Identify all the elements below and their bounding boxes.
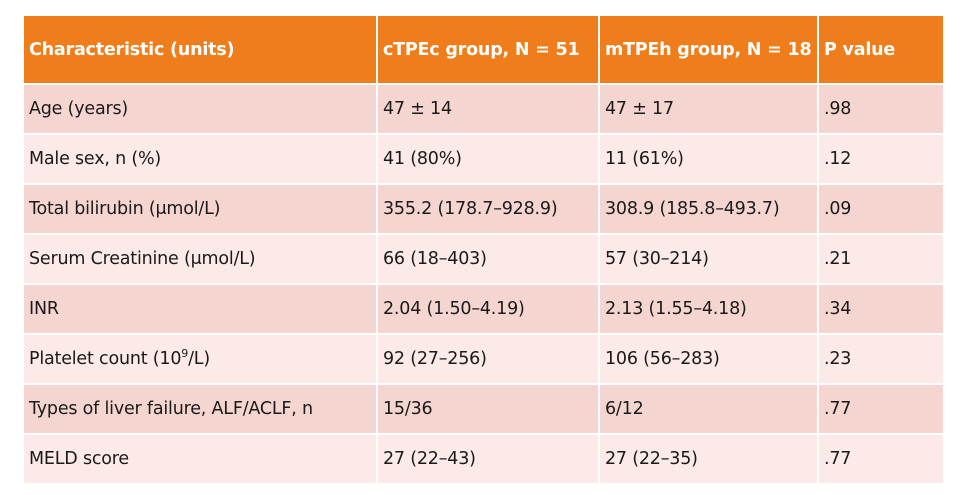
ctpec-value: 355.2 (178.7–928.9) <box>377 184 600 235</box>
row-label: MELD score <box>24 434 378 485</box>
row-label: Total bilirubin (μmol/L) <box>24 184 378 235</box>
mtpeh-value: 27 (22–35) <box>599 434 819 485</box>
row-label: Serum Creatinine (μmol/L) <box>24 234 378 285</box>
row-label-superscript: 9 <box>181 347 189 361</box>
table-row: MELD score 27 (22–43) 27 (22–35) .77 <box>24 434 943 485</box>
table-row: Male sex, n (%) 41 (80%) 11 (61%) .12 <box>24 134 943 185</box>
mtpeh-value: 11 (61%) <box>599 134 819 185</box>
ctpec-value: 27 (22–43) <box>377 434 600 485</box>
p-value: .98 <box>818 84 943 135</box>
row-label-text: Platelet count (10 <box>29 349 182 369</box>
p-value: .34 <box>818 284 943 335</box>
row-label-unit: /L) <box>188 349 210 369</box>
table-row: INR 2.04 (1.50–4.19) 2.13 (1.55–4.18) .3… <box>24 284 943 335</box>
header-characteristic: Characteristic (units) <box>24 16 378 85</box>
characteristics-table: Characteristic (units) cTPEc group, N = … <box>24 16 943 485</box>
table-header-row: Characteristic (units) cTPEc group, N = … <box>24 16 943 85</box>
mtpeh-value: 308.9 (185.8–493.7) <box>599 184 819 235</box>
mtpeh-value: 47 ± 17 <box>599 84 819 135</box>
mtpeh-value: 57 (30–214) <box>599 234 819 285</box>
table-row: Total bilirubin (μmol/L) 355.2 (178.7–92… <box>24 184 943 235</box>
table-row: Age (years) 47 ± 14 47 ± 17 .98 <box>24 84 943 135</box>
row-label: Types of liver failure, ALF/ACLF, n <box>24 384 378 435</box>
mtpeh-value: 106 (56–283) <box>599 334 819 385</box>
row-label: Platelet count (109/L) <box>24 334 378 385</box>
ctpec-value: 41 (80%) <box>377 134 600 185</box>
ctpec-value: 66 (18–403) <box>377 234 600 285</box>
p-value: .77 <box>818 434 943 485</box>
mtpeh-value: 6/12 <box>599 384 819 435</box>
ctpec-value: 47 ± 14 <box>377 84 600 135</box>
row-label: Age (years) <box>24 84 378 135</box>
table-row: Types of liver failure, ALF/ACLF, n 15/3… <box>24 384 943 435</box>
p-value: .12 <box>818 134 943 185</box>
header-p-value: P value <box>818 16 943 85</box>
table-row: Platelet count (109/L) 92 (27–256) 106 (… <box>24 334 943 385</box>
p-value: .77 <box>818 384 943 435</box>
ctpec-value: 15/36 <box>377 384 600 435</box>
table-row: Serum Creatinine (μmol/L) 66 (18–403) 57… <box>24 234 943 285</box>
row-label: INR <box>24 284 378 335</box>
row-label: Male sex, n (%) <box>24 134 378 185</box>
header-mtpeh-group: mTPEh group, N = 18 <box>599 16 819 85</box>
p-value: .23 <box>818 334 943 385</box>
p-value: .09 <box>818 184 943 235</box>
ctpec-value: 92 (27–256) <box>377 334 600 385</box>
ctpec-value: 2.04 (1.50–4.19) <box>377 284 600 335</box>
header-ctpec-group: cTPEc group, N = 51 <box>377 16 600 85</box>
mtpeh-value: 2.13 (1.55–4.18) <box>599 284 819 335</box>
p-value: .21 <box>818 234 943 285</box>
